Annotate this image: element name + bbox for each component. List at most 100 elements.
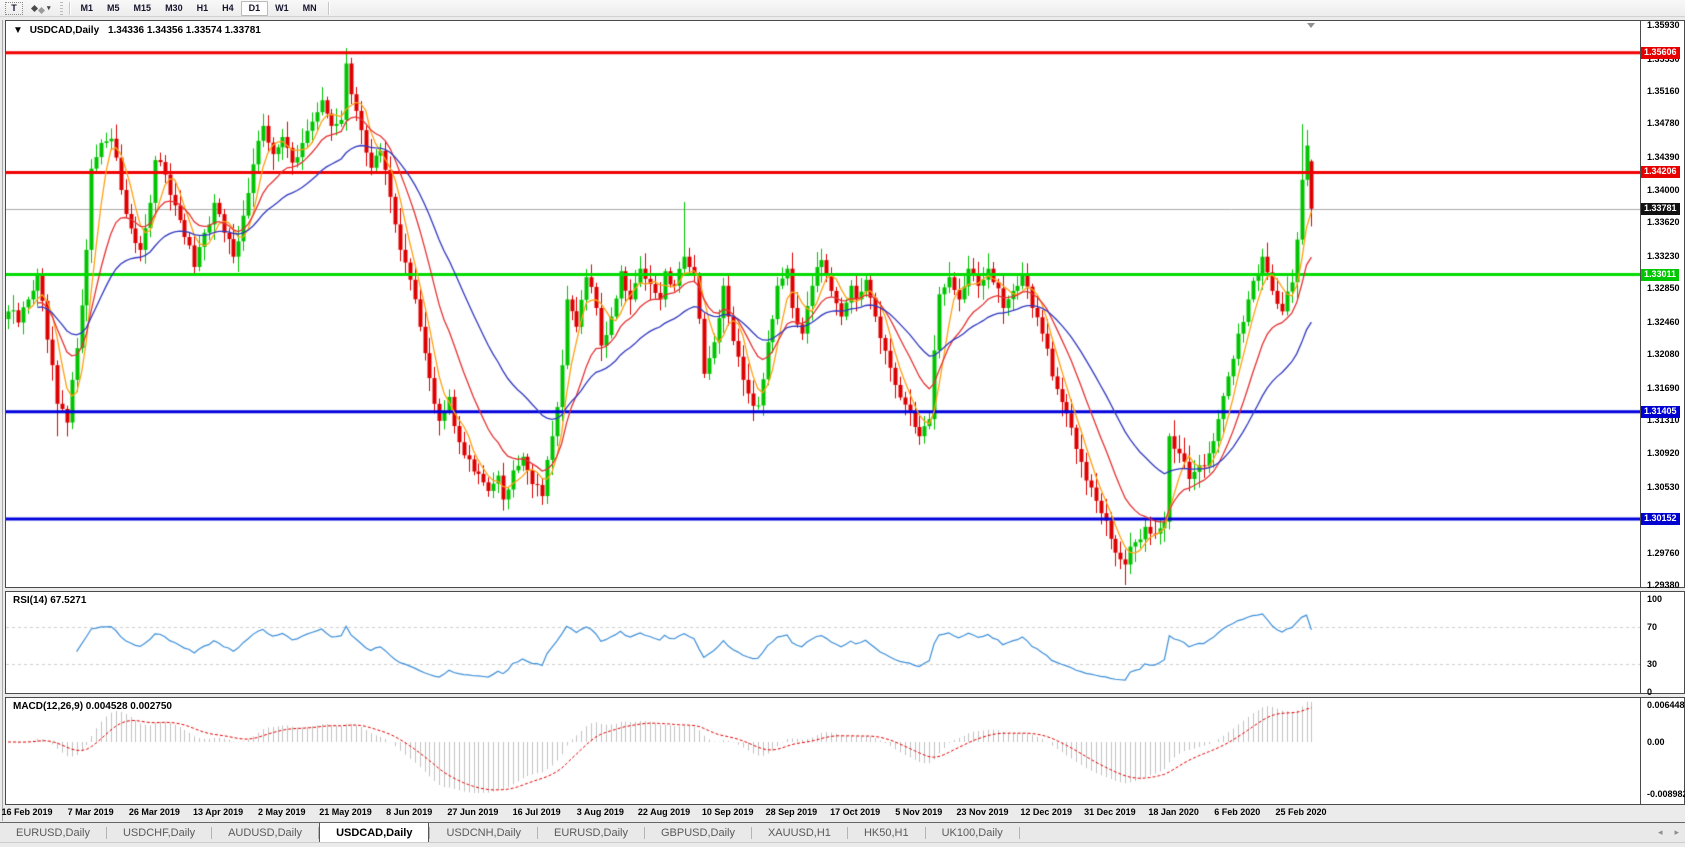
rsi-panel: RSI(14) 67.5271 100 70 30 0 [5, 591, 1685, 697]
date-label: 22 Aug 2019 [637, 807, 691, 817]
cursor-style-button[interactable]: ▾ [29, 1, 54, 16]
rsi-tick: 70 [1647, 621, 1658, 632]
tab-scroll-left-icon[interactable]: ◂ [1657, 827, 1663, 837]
chart-ohlc-values: 1.34336 1.34356 1.33574 1.33781 [107, 25, 261, 36]
tab-usdcad-daily[interactable]: USDCAD,Daily [319, 823, 430, 842]
chart-symbol-label: USDCAD,Daily [29, 25, 100, 36]
tab-scroll-buttons: ◂ ▸ [1658, 823, 1679, 842]
tab-separator [750, 826, 752, 839]
date-label: 16 Jul 2019 [512, 807, 561, 817]
rsi-axis[interactable]: 100 70 30 0 [1641, 592, 1684, 697]
text-tool-button[interactable]: T [5, 1, 23, 15]
chart-dropdown-icon[interactable]: ▼ [13, 25, 23, 36]
price-tick: 1.34000 [1647, 185, 1680, 195]
price-tick: 1.35930 [1647, 20, 1680, 30]
price-tick: 1.31690 [1647, 382, 1680, 393]
tab-separator [429, 826, 431, 839]
price-tick: 1.30920 [1647, 448, 1680, 459]
timeframe-button-m1[interactable]: M1 [80, 3, 94, 13]
macd-tick: 0.006448 [1647, 699, 1685, 710]
price-tick: 1.35160 [1647, 85, 1680, 96]
top-toolbar: T ▾ M1 M5 M15 M30 H1 H4 D1 W1 MN [0, 0, 1685, 17]
price-axis[interactable]: 1.35930 1.35530 1.35160 1.34780 1.34390 1.340… [1641, 20, 1684, 590]
price-tick: 1.32850 [1647, 283, 1680, 294]
price-chart-panel: ▼ USDCAD,Daily 1.34336 1.34356 1.33574 1… [5, 20, 1685, 590]
timeframe-button-group: M1 M5 M15 M30 H1 H4 D1 W1 MN [74, 0, 324, 16]
chart-shift-marker[interactable] [1307, 23, 1315, 28]
timeframe-button-m30[interactable]: M30 [165, 3, 183, 13]
chevron-down-icon: ▾ [47, 5, 51, 12]
date-label: 8 Jun 2019 [386, 807, 433, 817]
price-badge: 1.30152 [1641, 512, 1680, 525]
macd-panel: MACD(12,26,9) 0.004528 0.002750 0.006448… [5, 697, 1685, 805]
timeframe-button-h4[interactable]: H4 [222, 3, 234, 13]
timeframe-button-m15[interactable]: M15 [133, 3, 152, 13]
date-label: 25 Feb 2020 [1275, 807, 1327, 817]
chart-header: ▼ USDCAD,Daily 1.34336 1.34356 1.33574 1… [13, 25, 261, 36]
price-tick: 1.29380 [1647, 580, 1680, 590]
tab-uk100-daily[interactable]: UK100,Daily [941, 826, 1003, 839]
macd-label: MACD(12,26,9) 0.004528 0.002750 [13, 701, 172, 712]
timeframe-button-w1[interactable]: W1 [275, 3, 289, 13]
tab-hk50-h1[interactable]: HK50,H1 [863, 826, 909, 839]
price-badge: 1.33781 [1641, 202, 1680, 215]
date-label: 27 Jun 2019 [447, 807, 499, 817]
toolbar-grip [59, 1, 63, 15]
tab-scroll-right-icon[interactable]: ▸ [1674, 827, 1679, 837]
timeframe-button-m5[interactable]: M5 [107, 3, 120, 13]
timeframe-button-mn[interactable]: MN [302, 3, 317, 13]
date-label: 18 Jan 2020 [1148, 807, 1199, 817]
macd-canvas[interactable] [6, 698, 1641, 804]
price-tick: 1.33620 [1647, 217, 1680, 228]
rsi-tick: 100 [1647, 594, 1663, 604]
macd-axis[interactable]: 0.006448 0.00 -0.008982 [1641, 698, 1685, 804]
window-left-border [2, 20, 3, 821]
date-label: 3 Aug 2019 [576, 807, 624, 817]
tab-eurusd-daily[interactable]: EURUSD,Daily [16, 826, 90, 839]
tab-gbpusd-daily[interactable]: GBPUSD,Daily [661, 826, 735, 839]
tab-separator [211, 826, 213, 839]
tab-separator [105, 826, 107, 839]
date-label: 26 Mar 2019 [128, 807, 180, 817]
chart-tab-bar: EURUSD,Daily USDCHF,Daily AUDUSD,Daily USDC… [0, 822, 1685, 843]
price-tick: 1.32460 [1647, 316, 1680, 327]
date-label: 13 Apr 2019 [192, 807, 244, 817]
price-tick: 1.33230 [1647, 250, 1680, 261]
toolbar-separator [68, 1, 70, 15]
price-badge: 1.34206 [1641, 166, 1680, 179]
price-tick: 1.32080 [1647, 349, 1680, 360]
rsi-canvas[interactable] [6, 592, 1641, 693]
rsi-tick: 30 [1647, 659, 1658, 670]
price-tick: 1.31310 [1647, 414, 1680, 425]
macd-tick: -0.008982 [1647, 789, 1685, 800]
timeframe-button-h1[interactable]: H1 [196, 3, 209, 13]
tab-eurusd-daily[interactable]: EURUSD,Daily [554, 826, 628, 839]
price-tick: 1.30530 [1647, 481, 1680, 492]
date-label: 2 May 2019 [258, 807, 306, 817]
date-label: 21 May 2019 [319, 807, 372, 817]
price-badge: 1.35606 [1641, 46, 1680, 59]
rsi-label: RSI(14) 67.5271 [13, 595, 87, 606]
date-label: 28 Sep 2019 [765, 807, 818, 817]
price-tick: 1.29760 [1647, 547, 1680, 558]
price-tick: 1.34780 [1647, 118, 1680, 129]
tab-separator [537, 826, 539, 839]
date-label: 31 Dec 2019 [1084, 807, 1136, 817]
date-label: 10 Sep 2019 [701, 807, 754, 817]
date-label: 17 Oct 2019 [830, 807, 881, 817]
tab-separator [644, 826, 645, 839]
main-chart-canvas[interactable] [6, 21, 1641, 587]
price-tick: 1.34390 [1647, 151, 1680, 162]
tab-usdchf-daily[interactable]: USDCHF,Daily [122, 826, 196, 839]
tab-xauusd-h1[interactable]: XAUUSD,H1 [767, 826, 831, 839]
timeframe-button-d1[interactable]: D1 [240, 0, 269, 16]
tab-usdcnh-daily[interactable]: USDCNH,Daily [446, 826, 522, 839]
tab-separator [846, 826, 848, 839]
date-axis[interactable]: 16 Feb 2019 7 Mar 2019 26 Mar 2019 13 Apr 2… [1, 806, 1685, 821]
date-label: 5 Nov 2019 [895, 807, 943, 817]
toolbar-separator [327, 1, 329, 15]
rsi-tick: 0 [1647, 687, 1653, 697]
macd-tick: 0.00 [1647, 737, 1665, 747]
tab-audusd-daily[interactable]: AUDUSD,Daily [228, 826, 303, 839]
date-label: 12 Dec 2019 [1020, 807, 1072, 817]
